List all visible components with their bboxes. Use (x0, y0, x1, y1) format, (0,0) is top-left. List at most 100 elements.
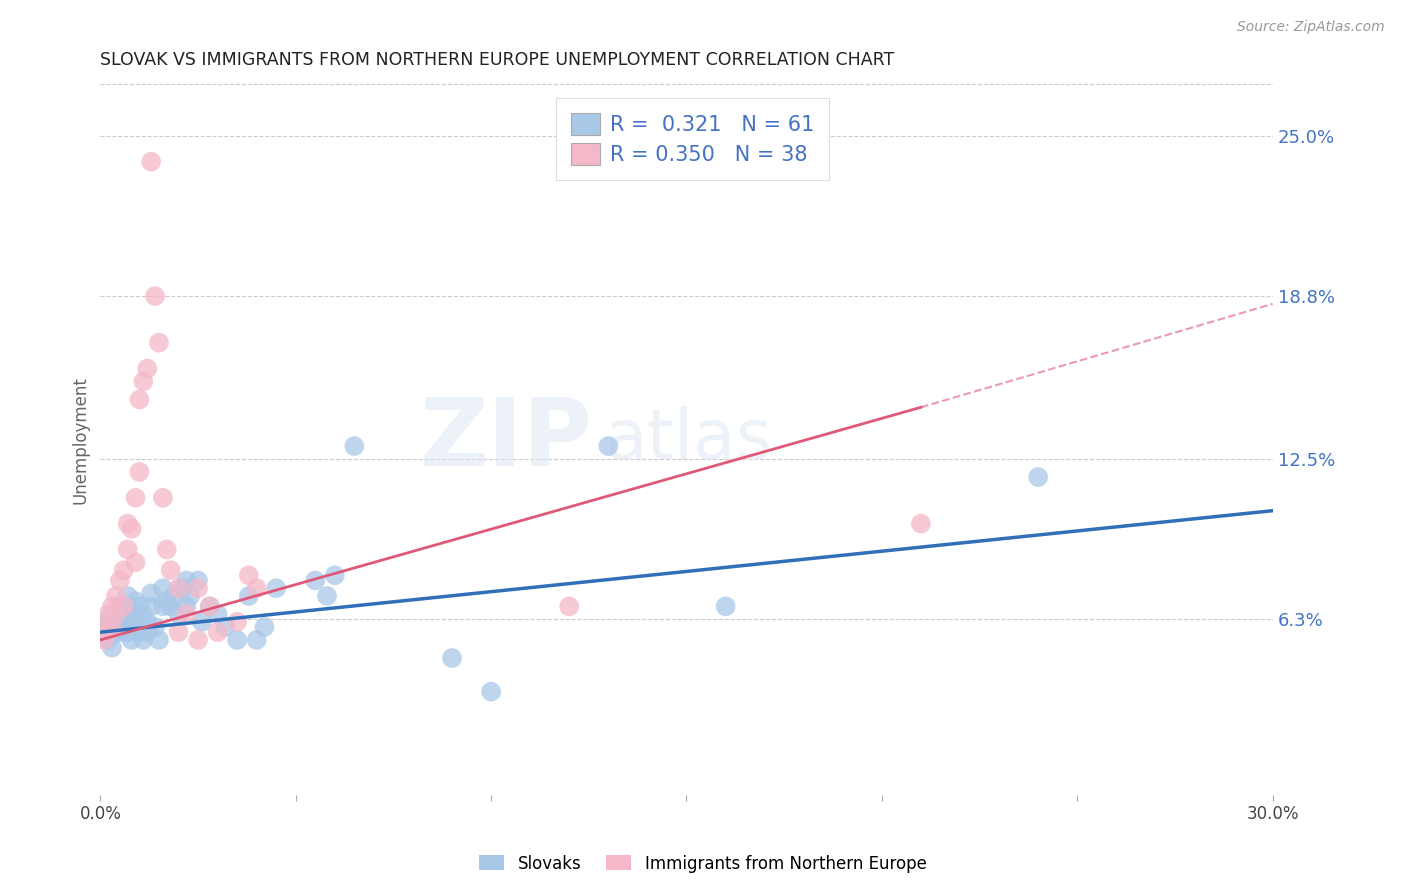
Point (128, 599, 150, 614)
Point (141, 586, 163, 600)
Point (121, 620, 143, 634)
Point (132, 375, 155, 389)
Point (97, 620, 120, 634)
Point (167, 625, 190, 640)
Point (343, 439, 366, 453)
Point (93, 620, 115, 634)
Point (132, 607, 155, 621)
Point (152, 491, 174, 505)
Point (104, 625, 127, 640)
Point (187, 632, 209, 647)
Point (104, 607, 127, 621)
Point (141, 599, 163, 614)
Legend: Slovaks, Immigrants from Northern Europe: Slovaks, Immigrants from Northern Europe (472, 848, 934, 880)
Point (207, 607, 229, 621)
Point (479, 684, 502, 698)
Point (124, 594, 146, 608)
Point (163, 589, 186, 603)
Point (97, 632, 120, 647)
Point (159, 599, 181, 614)
Point (136, 615, 159, 629)
Point (172, 581, 194, 595)
Point (117, 625, 139, 640)
Text: Source: ZipAtlas.com: Source: ZipAtlas.com (1237, 20, 1385, 34)
Point (121, 632, 143, 647)
Point (128, 625, 150, 640)
Point (108, 625, 131, 640)
Point (156, 542, 179, 557)
Point (323, 568, 346, 582)
Point (264, 581, 287, 595)
Point (176, 574, 198, 588)
Point (152, 599, 174, 614)
Point (198, 599, 221, 614)
Point (198, 599, 221, 614)
Point (316, 589, 339, 603)
Point (1026, 470, 1049, 484)
Text: SLOVAK VS IMMIGRANTS FROM NORTHERN EUROPE UNEMPLOYMENT CORRELATION CHART: SLOVAK VS IMMIGRANTS FROM NORTHERN EUROP… (100, 51, 894, 69)
Point (304, 574, 326, 588)
Point (207, 625, 229, 640)
Point (136, 361, 159, 376)
Point (598, 439, 620, 453)
Point (910, 516, 932, 531)
Point (121, 522, 143, 536)
Point (117, 615, 139, 629)
Y-axis label: Unemployment: Unemployment (72, 376, 89, 503)
Point (714, 599, 737, 614)
Point (558, 599, 581, 614)
Point (104, 607, 127, 621)
Point (152, 581, 174, 595)
Point (128, 465, 150, 479)
Point (141, 154, 163, 169)
Point (246, 581, 269, 595)
Point (101, 625, 124, 640)
Point (143, 620, 166, 634)
Point (159, 563, 181, 577)
Point (136, 625, 159, 640)
Point (112, 607, 135, 621)
Point (93, 625, 115, 640)
Point (117, 516, 139, 531)
Point (101, 620, 124, 634)
Point (148, 335, 170, 350)
Point (238, 589, 260, 603)
Point (112, 620, 135, 634)
Point (156, 594, 179, 608)
Point (108, 574, 131, 588)
Point (226, 615, 249, 629)
Point (187, 574, 209, 588)
Point (117, 542, 139, 557)
Point (101, 640, 124, 655)
Point (132, 632, 155, 647)
Point (214, 620, 236, 634)
Point (238, 568, 260, 582)
Point (93, 632, 115, 647)
Point (441, 651, 464, 665)
Point (167, 581, 190, 595)
Point (101, 599, 124, 614)
Legend: R =  0.321   N = 61, R = 0.350   N = 38: R = 0.321 N = 61, R = 0.350 N = 38 (557, 98, 830, 180)
Point (187, 581, 209, 595)
Point (191, 615, 214, 629)
Point (176, 599, 198, 614)
Point (124, 491, 146, 505)
Point (253, 620, 276, 634)
Point (108, 615, 131, 629)
Point (246, 632, 269, 647)
Point (167, 607, 190, 621)
Point (97, 607, 120, 621)
Point (97, 625, 120, 640)
Text: ZIP: ZIP (420, 393, 593, 485)
Point (148, 632, 170, 647)
Point (104, 620, 127, 634)
Point (108, 599, 131, 614)
Point (176, 607, 198, 621)
Point (226, 632, 249, 647)
Text: atlas: atlas (605, 406, 772, 473)
Point (112, 563, 135, 577)
Point (179, 589, 201, 603)
Point (112, 599, 135, 614)
Point (124, 607, 146, 621)
Point (124, 555, 146, 569)
